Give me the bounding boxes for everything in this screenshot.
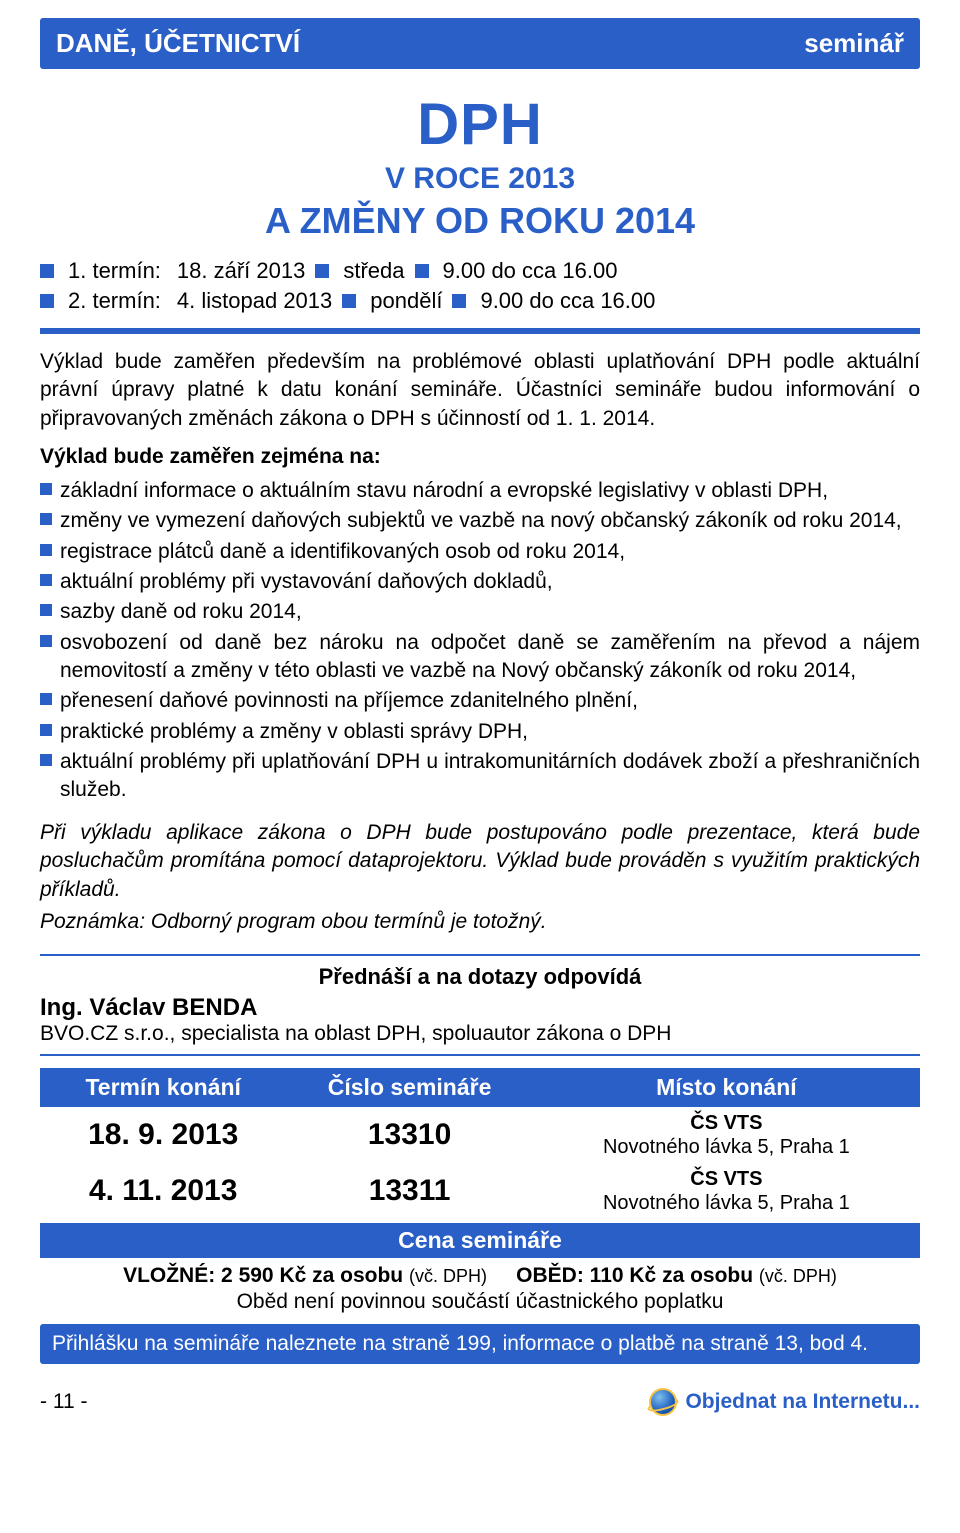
bullet-square-icon	[40, 693, 52, 705]
row1-number: 13310	[286, 1118, 532, 1152]
bullet-item: osvobození od daně bez nároku na odpočet…	[40, 629, 920, 686]
info-table-header: Termín konání Číslo semináře Místo konán…	[40, 1068, 920, 1107]
obed-label: OBĚD: 110 Kč za osobu	[516, 1264, 753, 1287]
internet-explorer-icon	[649, 1388, 677, 1416]
intro-paragraph: Výklad bude zaměřen především na problém…	[40, 348, 920, 433]
bullet-list: základní informace o aktuálním stavu nár…	[40, 477, 920, 805]
term-line-2: 2. termín: 4. listopad 2013 pondělí 9.00…	[40, 288, 920, 314]
bullet-text: přenesení daňové povinnosti na příjemce …	[60, 687, 920, 715]
term-line-1: 1. termín: 18. září 2013 středa 9.00 do …	[40, 258, 920, 284]
row1-venue: ČS VTS Novotného lávka 5, Praha 1	[533, 1111, 920, 1159]
th-venue: Místo konání	[533, 1068, 920, 1107]
row2-venue-name: ČS VTS	[533, 1167, 920, 1191]
bullet-square-icon	[40, 604, 52, 616]
price-heading: Cena semináře	[40, 1223, 920, 1258]
doc-type-label: seminář	[804, 28, 904, 59]
row1-venue-addr: Novotného lávka 5, Praha 1	[533, 1135, 920, 1159]
bullet-text: osvobození od daně bez nároku na odpočet…	[60, 629, 920, 686]
bullet-item: registrace plátců daně a identifikovanýc…	[40, 538, 920, 566]
divider-thick	[40, 328, 920, 334]
page-number: - 11 -	[40, 1390, 87, 1414]
bullet-square-icon	[40, 724, 52, 736]
vlozne-suffix: (vč. DPH)	[409, 1266, 487, 1286]
bullet-item: aktuální problémy při vystavování daňový…	[40, 568, 920, 596]
bullet-square-icon	[40, 264, 54, 278]
terms-block: 1. termín: 18. září 2013 středa 9.00 do …	[40, 258, 920, 314]
bullet-square-icon	[40, 635, 52, 647]
title-sub1: V ROCE 2013	[40, 162, 920, 196]
info-table: Termín konání Číslo semináře Místo konán…	[40, 1068, 920, 1314]
row1-venue-name: ČS VTS	[533, 1111, 920, 1135]
term2-day: pondělí	[370, 288, 442, 314]
divider-thin	[40, 954, 920, 956]
bullet-square-icon	[315, 264, 329, 278]
bullet-item: praktické problémy a změny v oblasti spr…	[40, 718, 920, 746]
row2-venue-addr: Novotného lávka 5, Praha 1	[533, 1191, 920, 1215]
footer-info-bar: Přihlášku na semináře naleznete na stran…	[40, 1324, 920, 1364]
bullet-square-icon	[40, 513, 52, 525]
lecturer-heading: Přednáší a na dotazy odpovídá	[40, 964, 920, 990]
bullet-square-icon	[40, 544, 52, 556]
bullet-square-icon	[40, 574, 52, 586]
bullet-text: aktuální problémy při uplatňování DPH u …	[60, 748, 920, 805]
title-block: DPH V ROCE 2013 A ZMĚNY OD ROKU 2014	[40, 91, 920, 242]
bullet-item: sazby daně od roku 2014,	[40, 598, 920, 626]
term1-day: středa	[343, 258, 404, 284]
bullet-square-icon	[452, 294, 466, 308]
table-row: 4. 11. 2013 13311 ČS VTS Novotného lávka…	[40, 1163, 920, 1219]
lecturer-name: Ing. Václav BENDA	[40, 994, 920, 1022]
obed-suffix: (vč. DPH)	[759, 1266, 837, 1286]
bullet-text: registrace plátců daně a identifikovanýc…	[60, 538, 920, 566]
bullet-square-icon	[40, 483, 52, 495]
page-footer: - 11 - Objednat na Internetu...	[40, 1388, 920, 1416]
title-sub2: A ZMĚNY OD ROKU 2014	[40, 200, 920, 242]
bullet-square-icon	[40, 294, 54, 308]
bullet-text: praktické problémy a změny v oblasti spr…	[60, 718, 920, 746]
bullet-text: aktuální problémy při vystavování daňový…	[60, 568, 920, 596]
order-link-text: Objednat na Internetu...	[685, 1390, 920, 1414]
seminar-flyer-page: DANĚ, ÚČETNICTVÍ seminář DPH V ROCE 2013…	[0, 0, 960, 1533]
row1-date: 18. 9. 2013	[40, 1118, 286, 1152]
term1-date: 18. září 2013	[177, 258, 305, 284]
category-label: DANĚ, ÚČETNICTVÍ	[56, 28, 300, 59]
row2-date: 4. 11. 2013	[40, 1174, 286, 1208]
bullet-text: sazby daně od roku 2014,	[60, 598, 920, 626]
bullet-item: přenesení daňové povinnosti na příjemce …	[40, 687, 920, 715]
vlozne-label: VLOŽNÉ: 2 590 Kč za osobu	[123, 1264, 403, 1287]
bullet-square-icon	[415, 264, 429, 278]
closing-paragraph: Při výkladu aplikace zákona o DPH bude p…	[40, 819, 920, 904]
table-row: 18. 9. 2013 13310 ČS VTS Novotného lávka…	[40, 1107, 920, 1163]
order-online-link[interactable]: Objednat na Internetu...	[649, 1388, 920, 1416]
bullet-text: základní informace o aktuálním stavu nár…	[60, 477, 920, 505]
term2-time: 9.00 do cca 16.00	[480, 288, 655, 314]
term2-prefix: 2. termín:	[68, 288, 161, 314]
row2-number: 13311	[286, 1174, 532, 1208]
title-main: DPH	[40, 91, 920, 158]
bullet-square-icon	[342, 294, 356, 308]
divider-thin	[40, 1054, 920, 1056]
row2-venue: ČS VTS Novotného lávka 5, Praha 1	[533, 1167, 920, 1215]
th-number: Číslo semináře	[286, 1068, 532, 1107]
bullet-item: aktuální problémy při uplatňování DPH u …	[40, 748, 920, 805]
category-header: DANĚ, ÚČETNICTVÍ seminář	[40, 18, 920, 69]
focus-heading: Výklad bude zaměřen zejména na:	[40, 445, 920, 469]
bullet-text: změny ve vymezení daňových subjektů ve v…	[60, 507, 920, 535]
price-line: VLOŽNÉ: 2 590 Kč za osobu (vč. DPH) OBĚD…	[40, 1264, 920, 1288]
bullet-item: základní informace o aktuálním stavu nár…	[40, 477, 920, 505]
bullet-square-icon	[40, 754, 52, 766]
note-paragraph: Poznámka: Odborný program obou termínů j…	[40, 908, 920, 936]
lunch-note: Oběd není povinnou součástí účastnického…	[40, 1290, 920, 1314]
term1-prefix: 1. termín:	[68, 258, 161, 284]
lecturer-desc: BVO.CZ s.r.o., specialista na oblast DPH…	[40, 1022, 920, 1046]
term1-time: 9.00 do cca 16.00	[443, 258, 618, 284]
lecturer-block: Přednáší a na dotazy odpovídá Ing. Václa…	[40, 954, 920, 1056]
th-date: Termín konání	[40, 1068, 286, 1107]
bullet-item: změny ve vymezení daňových subjektů ve v…	[40, 507, 920, 535]
term2-date: 4. listopad 2013	[177, 288, 332, 314]
